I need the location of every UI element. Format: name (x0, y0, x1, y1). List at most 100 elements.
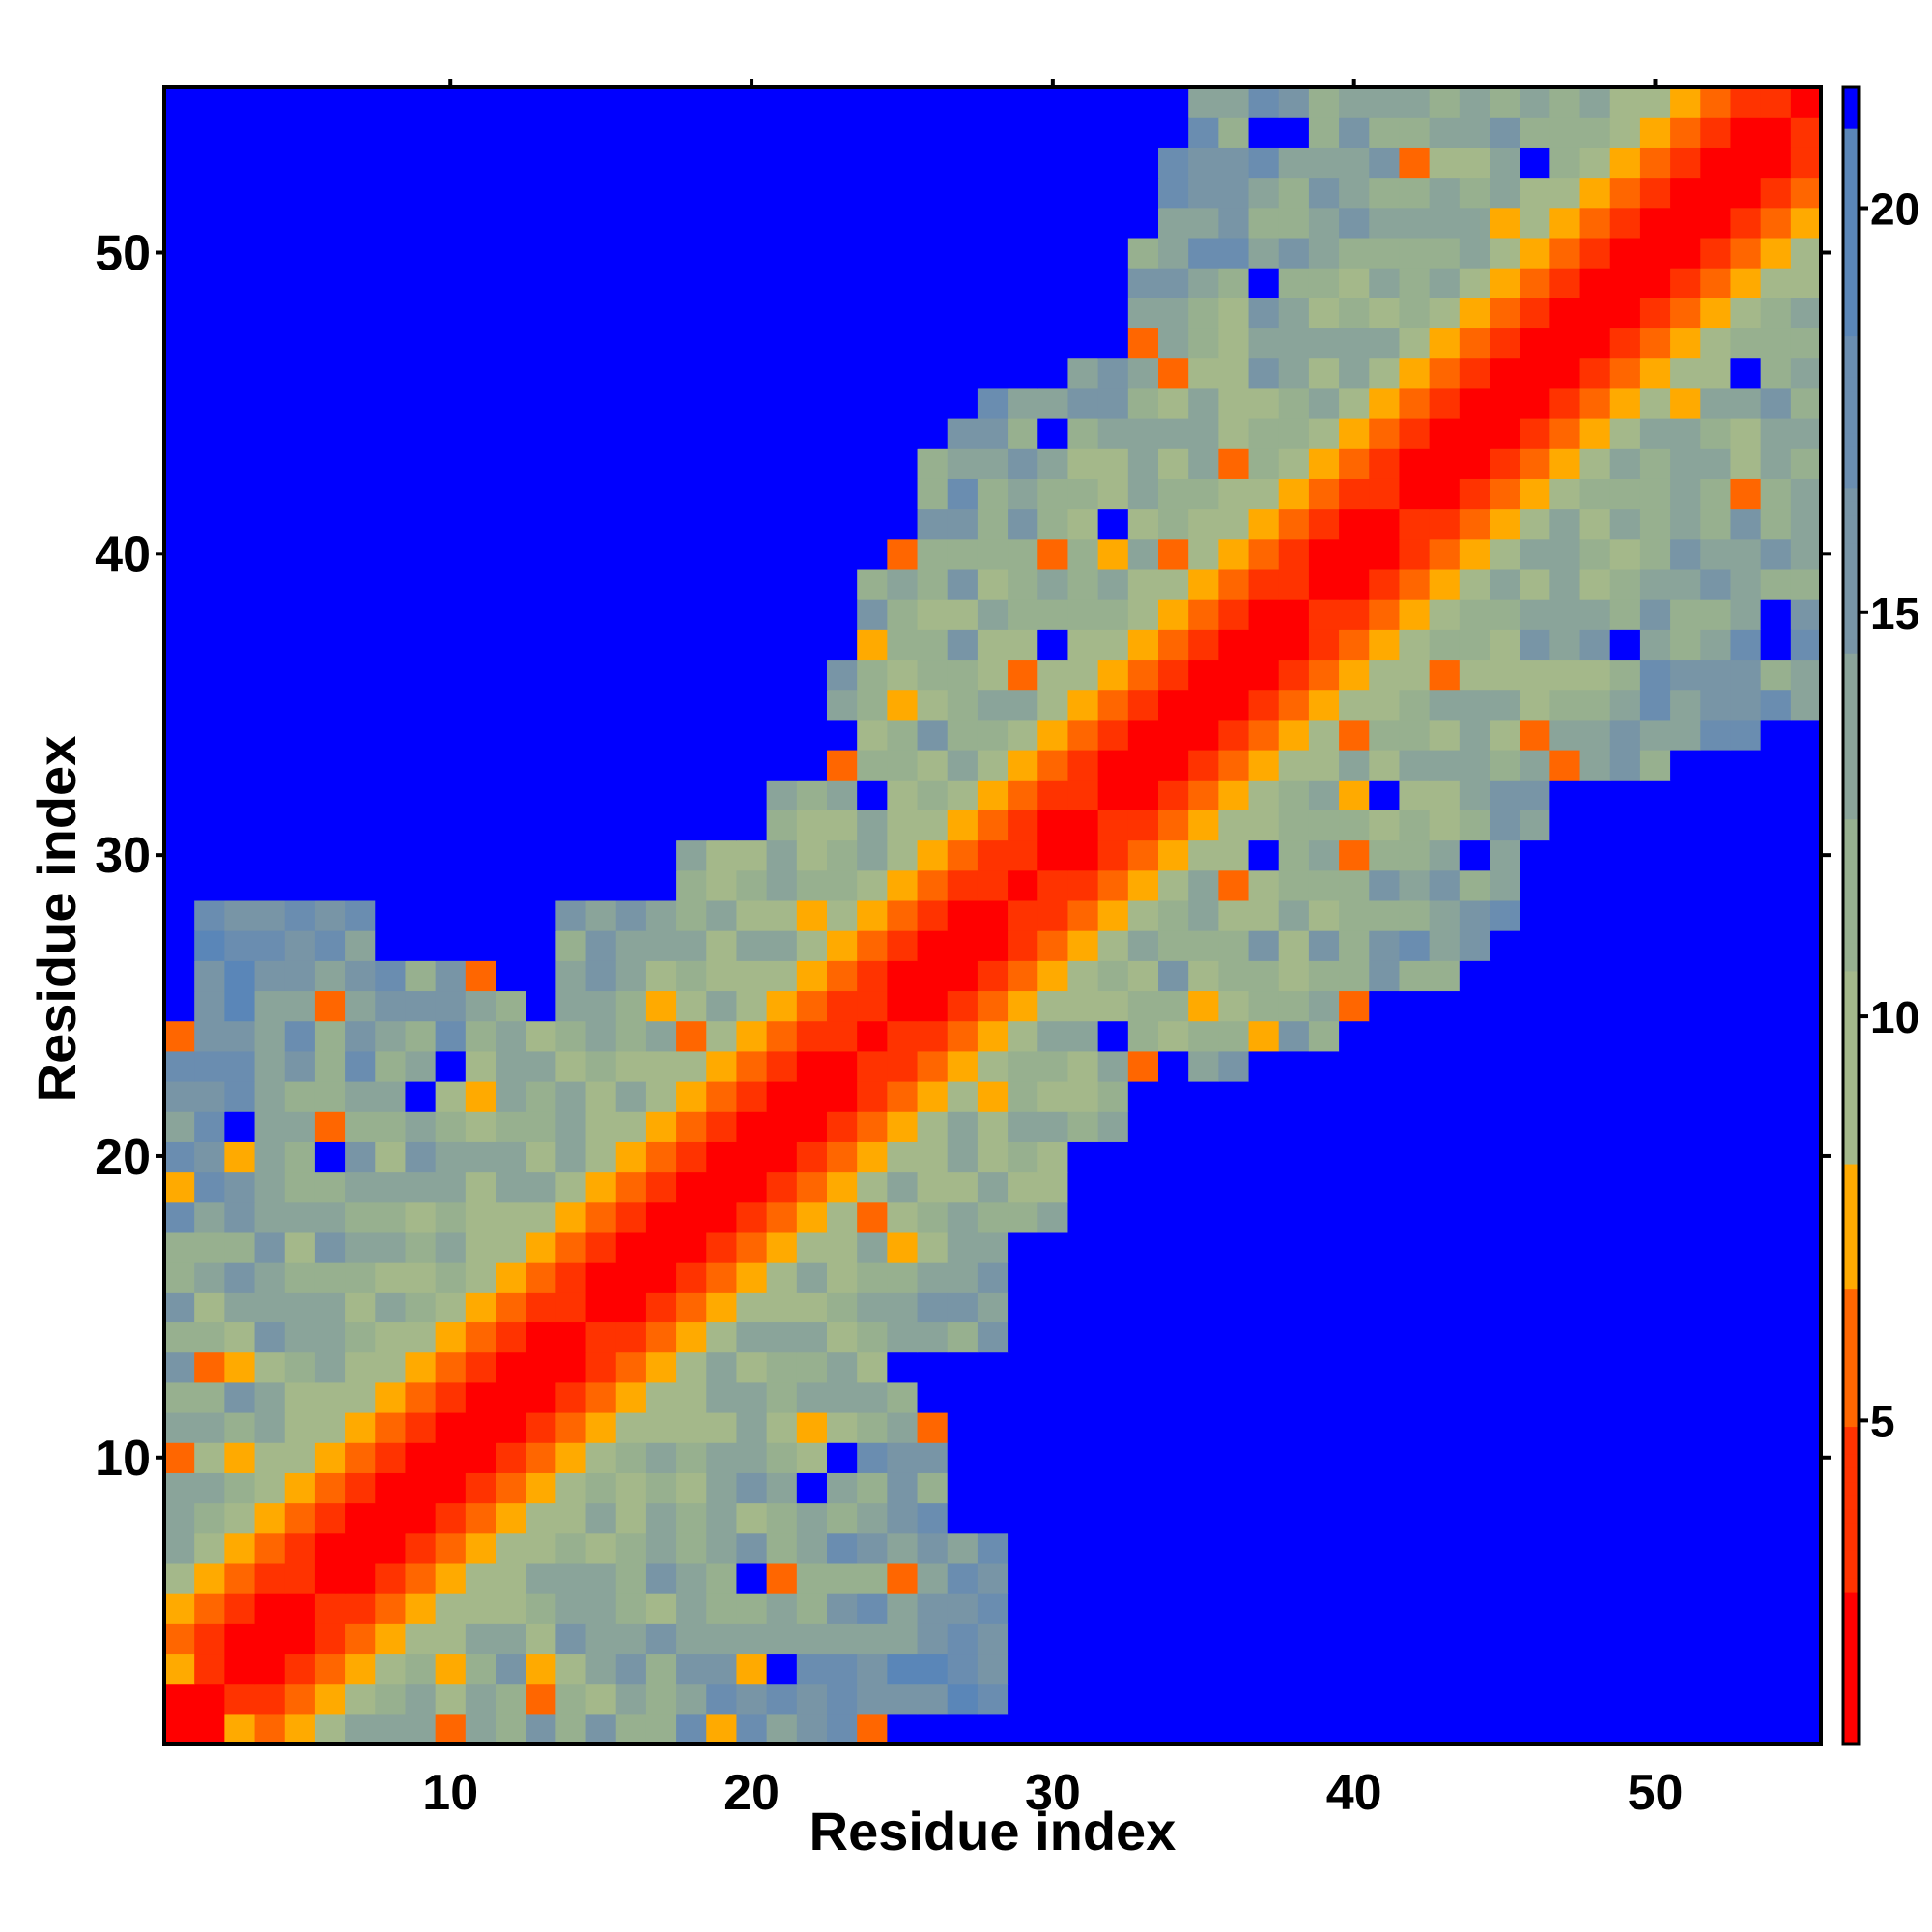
heatmap-cell (1549, 930, 1581, 961)
heatmap-cell (887, 780, 919, 810)
heatmap-cell (706, 1351, 738, 1383)
heatmap-cell (1579, 899, 1611, 931)
heatmap-cell (224, 508, 256, 540)
heatmap-cell (1670, 508, 1701, 540)
heatmap-cell (1067, 478, 1099, 510)
heatmap-cell (1037, 599, 1069, 630)
heatmap-cell (645, 1653, 677, 1685)
heatmap-cell (224, 1231, 256, 1263)
heatmap-cell (1760, 207, 1792, 239)
heatmap-cell (1670, 1623, 1701, 1655)
heatmap-cell (1730, 1683, 1762, 1715)
heatmap-cell (1399, 357, 1431, 389)
heatmap-cell (1639, 1502, 1671, 1534)
heatmap-cell (1790, 1713, 1822, 1745)
heatmap-cell (526, 147, 556, 179)
heatmap-cell (947, 869, 979, 901)
heatmap-cell (1188, 568, 1219, 600)
heatmap-cell (1339, 1562, 1370, 1594)
heatmap-cell (1008, 508, 1038, 540)
heatmap-cell (1549, 689, 1581, 721)
heatmap-cell (496, 357, 526, 389)
heatmap-cell (857, 899, 888, 931)
heatmap-cell (555, 1020, 587, 1052)
heatmap-cell (1188, 780, 1219, 810)
heatmap-cell (1670, 1562, 1701, 1594)
heatmap-cell (164, 418, 195, 449)
heatmap-cell (1218, 207, 1250, 239)
heatmap-cell (1700, 1502, 1732, 1534)
heatmap-cell (405, 990, 437, 1022)
heatmap-cell (615, 629, 647, 661)
heatmap-cell (1790, 1683, 1822, 1715)
heatmap-cell (887, 1020, 919, 1052)
heatmap-cell (1008, 750, 1038, 781)
heatmap-cell (314, 1020, 346, 1052)
heatmap-cell (194, 1351, 225, 1383)
heatmap-cell (1067, 899, 1099, 931)
heatmap-cell (1429, 298, 1461, 329)
heatmap-cell (1490, 268, 1520, 298)
x-tick-label: 40 (1326, 1765, 1382, 1821)
heatmap-cell (1218, 268, 1250, 298)
heatmap-cell (164, 1292, 195, 1323)
heatmap-cell (1609, 869, 1641, 901)
heatmap-cell (796, 117, 828, 148)
heatmap-cell (284, 508, 316, 540)
heatmap-cell (1730, 1321, 1762, 1353)
heatmap-cell (1760, 387, 1792, 419)
heatmap-cell (1609, 689, 1641, 721)
heatmap-cell (977, 719, 1009, 751)
heatmap-cell (1399, 629, 1431, 661)
heatmap-cell (1188, 448, 1219, 479)
heatmap-cell (977, 599, 1009, 630)
heatmap-cell (496, 418, 526, 449)
heatmap-cell (857, 1081, 888, 1112)
heatmap-cell (736, 508, 768, 540)
heatmap-cell (585, 568, 617, 600)
heatmap-cell (827, 478, 858, 510)
heatmap-cell (645, 629, 677, 661)
heatmap-cell (1399, 839, 1431, 871)
heatmap-cell (284, 1111, 316, 1142)
colorbar-segment (1843, 555, 1859, 572)
heatmap-cell (465, 538, 497, 570)
heatmap-cell (526, 689, 556, 721)
heatmap-cell (526, 659, 556, 691)
heatmap-cell (1700, 1623, 1732, 1655)
heatmap-cell (1037, 1442, 1069, 1473)
heatmap-cell (796, 268, 828, 298)
heatmap-cell (1218, 599, 1250, 630)
heatmap-cell (736, 387, 768, 419)
heatmap-cell (1127, 387, 1159, 419)
heatmap-cell (375, 990, 407, 1022)
heatmap-cell (164, 1050, 195, 1082)
heatmap-cell (1549, 1141, 1581, 1173)
heatmap-cell (1549, 1472, 1581, 1504)
colorbar-segment (1843, 362, 1859, 378)
heatmap-cell (645, 869, 677, 901)
heatmap-cell (706, 1111, 738, 1142)
heatmap-cell (1429, 1111, 1461, 1142)
heatmap-cell (164, 990, 195, 1022)
heatmap-cell (1399, 1171, 1431, 1203)
heatmap-cell (194, 599, 225, 630)
heatmap-cell (676, 869, 707, 901)
heatmap-cell (1248, 1262, 1280, 1293)
heatmap-cell (736, 750, 768, 781)
heatmap-cell (827, 1381, 858, 1413)
colorbar-segment (1843, 211, 1859, 226)
heatmap-cell (465, 930, 497, 961)
heatmap-cell (1097, 1442, 1129, 1473)
heatmap-cell (676, 1081, 707, 1112)
heatmap-cell (555, 1442, 587, 1473)
heatmap-cell (977, 1472, 1009, 1504)
heatmap-cell (1730, 1231, 1762, 1263)
heatmap-cell (1609, 117, 1641, 148)
heatmap-cell (435, 719, 467, 751)
heatmap-cell (224, 1020, 256, 1052)
heatmap-cell (1459, 147, 1491, 179)
heatmap-cell (1609, 1321, 1641, 1353)
heatmap-cell (1520, 1141, 1550, 1173)
heatmap-cell (1520, 1292, 1550, 1323)
